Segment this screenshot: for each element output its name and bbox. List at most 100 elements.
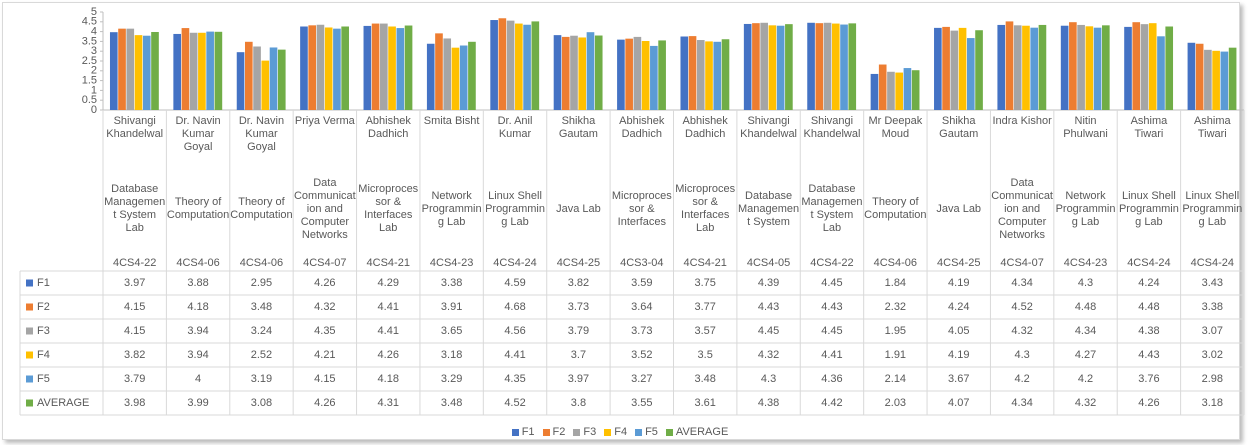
category-name: Nitin Phulwani <box>1063 115 1108 140</box>
table-value: 4.42 <box>821 397 842 409</box>
bar <box>997 24 1006 110</box>
table-value: 1.84 <box>885 277 906 289</box>
table-value: 4.41 <box>821 349 842 361</box>
bar <box>380 23 388 111</box>
table-value: 3.64 <box>631 301 652 313</box>
table-value: 1.91 <box>885 349 906 361</box>
bar <box>1148 23 1157 111</box>
table-value: 4.45 <box>758 325 779 337</box>
table-value: 3.61 <box>694 397 715 409</box>
bar <box>815 23 824 111</box>
bar <box>308 25 317 110</box>
category-subject: Theory of Computation <box>864 196 927 221</box>
table-value: 3.19 <box>251 373 272 385</box>
bar <box>1187 42 1196 110</box>
row-label: F5 <box>37 373 50 385</box>
bar <box>966 38 975 110</box>
table-value: 3.77 <box>694 301 715 313</box>
bar <box>870 73 879 110</box>
category-subject-box: Theory of Computation <box>864 164 926 254</box>
bar <box>903 68 912 110</box>
category-subject: Data Communication and Computer Networks <box>293 176 356 241</box>
bar <box>950 30 959 110</box>
category-subject-box: Java Lab <box>928 164 990 254</box>
bar <box>1195 43 1204 110</box>
bar <box>975 30 983 111</box>
table-value: 3.55 <box>631 397 652 409</box>
category-subject-box: Database Management System Lab <box>801 164 863 254</box>
legend-swatch <box>635 428 643 436</box>
category-code: 4CS4-22 <box>810 257 854 269</box>
category-code: 4CS4-07 <box>1000 257 1044 269</box>
table-value: 4.2 <box>1014 373 1029 385</box>
legend-label: F5 <box>645 426 658 438</box>
category-code: 4CS4-25 <box>556 257 601 269</box>
table-value: 4.21 <box>314 349 335 361</box>
category-code: 4CS4-24 <box>1190 257 1234 269</box>
table-value: 4.38 <box>1138 325 1159 337</box>
bar <box>743 23 752 110</box>
category-name: Abhishek Dadhich <box>682 115 728 140</box>
bar <box>561 36 570 110</box>
legend-label: F3 <box>583 426 597 438</box>
bar <box>118 28 126 110</box>
row-label: AVERAGE <box>37 397 89 409</box>
table-value: 4.41 <box>378 301 399 313</box>
bar <box>396 28 405 111</box>
table-value: 2.95 <box>251 277 272 289</box>
table-value: 4.3 <box>1014 349 1029 361</box>
y-tick-label: 4.5 <box>82 16 97 28</box>
legend: F1 F2 F3 F4 F5 AVERAGE <box>0 426 1240 438</box>
bar <box>696 40 705 110</box>
legend-label: F4 <box>614 426 628 438</box>
bar <box>594 35 603 110</box>
table-value: 3.82 <box>124 349 145 361</box>
table-value: 2.32 <box>885 301 906 313</box>
category-code: 4CS4-05 <box>746 257 791 269</box>
table-value: 4.26 <box>314 277 335 289</box>
table-value: 3.99 <box>187 397 208 409</box>
table-value: 4.07 <box>948 397 969 409</box>
table-value: 3.38 <box>1202 301 1223 313</box>
bar <box>911 70 920 110</box>
table-value: 3.75 <box>694 277 715 289</box>
bar <box>713 41 722 110</box>
table-value: 4.19 <box>948 349 969 361</box>
bar <box>831 23 840 111</box>
bar <box>760 22 768 111</box>
legend-label: F1 <box>521 426 535 438</box>
table-value: 3.76 <box>1138 373 1159 385</box>
category-subject: Microprocessor & Interfaces Lab <box>675 183 736 234</box>
table-value: 4.52 <box>504 397 525 409</box>
category-subject: Database Management System Lab <box>104 183 166 234</box>
bar <box>1124 26 1132 111</box>
bar <box>269 47 278 110</box>
bar <box>1022 25 1030 110</box>
table-value: 3.79 <box>124 373 145 385</box>
bar <box>388 26 396 111</box>
bar <box>142 35 151 110</box>
bar <box>363 25 372 110</box>
table-value: 3.98 <box>124 397 145 409</box>
table-value: 3.8 <box>571 397 586 409</box>
bar <box>523 24 531 111</box>
bar <box>316 24 325 111</box>
category-code: 4CS4-06 <box>873 257 918 269</box>
bar <box>776 25 785 110</box>
category-subject-box: Linux Shell Programming Lab <box>1118 164 1180 254</box>
row-swatch <box>26 327 33 335</box>
category-subject-box: Database Management System <box>737 164 799 254</box>
bar <box>1204 49 1212 110</box>
category-subject: Linux Shell Programming Lab <box>1182 189 1243 228</box>
bar <box>1228 47 1237 110</box>
category-code: 4CS4-24 <box>493 257 537 269</box>
table-value: 3.29 <box>441 373 462 385</box>
bar <box>206 31 214 111</box>
y-tick-label: 1.5 <box>82 75 97 87</box>
category-subject: Microprocessor & Interfaces <box>611 189 672 228</box>
table-value: 4.15 <box>124 325 145 337</box>
bar <box>341 26 349 111</box>
table-value: 3.18 <box>1202 397 1223 409</box>
category-name: Shivangi Khandelwal <box>740 115 797 140</box>
category-code: 4CS4-06 <box>176 257 220 269</box>
